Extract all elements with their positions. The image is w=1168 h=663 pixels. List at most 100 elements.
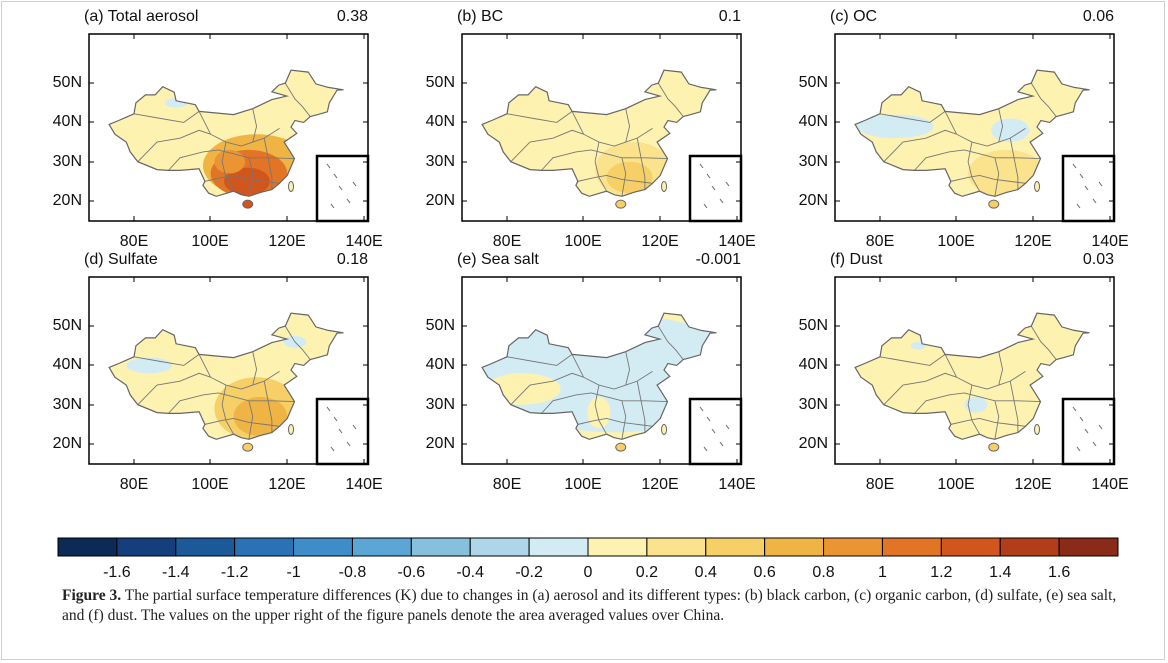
lon-label: 100E	[564, 476, 601, 493]
shading-region	[606, 161, 653, 194]
inset-dash	[333, 416, 338, 422]
colorbar-segment	[705, 537, 766, 557]
colorbar-segment	[469, 537, 530, 557]
colorbar-tick-label: 0	[584, 564, 593, 581]
panel-title: (a) Total aerosol	[84, 8, 198, 25]
panel-title: (d) Sulfate	[84, 251, 158, 268]
lon-label: 120E	[641, 476, 678, 493]
panel-title: (b) BC	[457, 8, 503, 25]
shading-region	[214, 149, 246, 174]
inset-dash	[1076, 203, 1081, 209]
colorbar-tick-label: 0.8	[812, 564, 834, 581]
panel-title: (e) Sea salt	[457, 251, 539, 268]
province-border	[263, 138, 273, 190]
map-panel: (d) Sulfate 0.18 50N 40N 30N 20N 80E 100E 120E 14…	[53, 251, 383, 493]
colorbar-segment	[823, 537, 883, 557]
colorbar-segment	[999, 537, 1060, 557]
inset-dash	[725, 424, 730, 430]
map-frame	[834, 276, 1115, 465]
province-border	[883, 372, 957, 406]
province-border	[967, 141, 980, 192]
inset-box	[315, 154, 370, 223]
lat-label: 20N	[799, 435, 828, 452]
china-border	[854, 312, 1090, 440]
island	[661, 180, 668, 192]
inset-dash	[330, 446, 335, 452]
province-border	[204, 175, 280, 184]
lon-label: 120E	[641, 233, 678, 250]
map-panel: (a) Total aerosol 0.38 50N 40N 30N 20N 80E 100E…	[53, 8, 383, 250]
island	[1034, 423, 1041, 435]
shading-region	[964, 396, 988, 413]
caption-text: The partial surface temperature differen…	[62, 587, 1117, 624]
province-border	[994, 157, 1000, 197]
island	[615, 199, 627, 209]
island	[1034, 180, 1041, 192]
inset-dash	[703, 446, 708, 452]
lat-label: 40N	[426, 356, 455, 373]
island	[988, 442, 1000, 452]
province-border	[137, 129, 211, 163]
province-border	[221, 141, 234, 192]
inset-dash	[699, 406, 704, 412]
lon-label: 100E	[191, 233, 228, 250]
lon-label: 120E	[268, 476, 305, 493]
province-border	[657, 325, 684, 360]
lon-label: 140E	[1091, 233, 1128, 250]
lat-label: 20N	[426, 435, 455, 452]
inset-dash	[725, 181, 730, 187]
lat-label: 30N	[53, 153, 82, 170]
map-frame	[88, 33, 369, 222]
map-panel: (c) OC 0.06 50N 40N 30N 20N 80E 100E 120E 140E	[799, 8, 1129, 250]
province-border	[621, 157, 627, 197]
province-border	[657, 82, 684, 117]
province-border	[263, 381, 273, 433]
province-border	[950, 418, 1026, 427]
inset-dash	[1098, 424, 1103, 430]
inset-dash	[326, 406, 331, 412]
inset-dash	[719, 198, 724, 204]
province-border	[998, 108, 1004, 143]
shading-layer	[857, 114, 1045, 197]
panel-value: 0.03	[1083, 251, 1114, 268]
lon-label: 80E	[493, 476, 521, 493]
inset-dash	[333, 173, 338, 179]
inset-dash	[1098, 181, 1103, 187]
panel-value: 0.06	[1083, 8, 1114, 25]
province-border	[198, 111, 280, 147]
lat-label: 20N	[426, 192, 455, 209]
province-border	[994, 400, 1000, 440]
colorbar-tick-label: -0.8	[339, 564, 367, 581]
province-border	[621, 400, 627, 440]
colorbar-tick-label: -1.2	[221, 564, 249, 581]
lat-label: 40N	[53, 356, 82, 373]
province-border	[577, 418, 653, 427]
province-border	[883, 129, 957, 163]
lat-label: 30N	[53, 396, 82, 413]
lon-label: 100E	[191, 476, 228, 493]
inset-dash	[706, 173, 711, 179]
shading-region	[857, 114, 934, 139]
inset-dash	[326, 163, 331, 169]
lon-label: 140E	[345, 233, 382, 250]
china-border	[108, 312, 344, 440]
map-frame	[834, 33, 1115, 222]
lat-label: 50N	[426, 317, 455, 334]
province-border	[137, 372, 211, 406]
colorbar-tick-label: 0.6	[754, 564, 776, 581]
province-border	[284, 325, 311, 360]
shading-region	[233, 396, 288, 437]
province-border	[950, 175, 1026, 184]
lon-label: 120E	[268, 233, 305, 250]
china-border	[481, 312, 717, 440]
inset-box	[688, 397, 743, 466]
inset-box	[1061, 154, 1116, 223]
province-border	[506, 354, 573, 366]
lat-label: 50N	[426, 74, 455, 91]
map-frame	[88, 276, 369, 465]
caption-label: Figure 3.	[62, 587, 122, 604]
province-border	[198, 354, 280, 390]
lon-label: 100E	[564, 233, 601, 250]
lat-label: 30N	[799, 153, 828, 170]
